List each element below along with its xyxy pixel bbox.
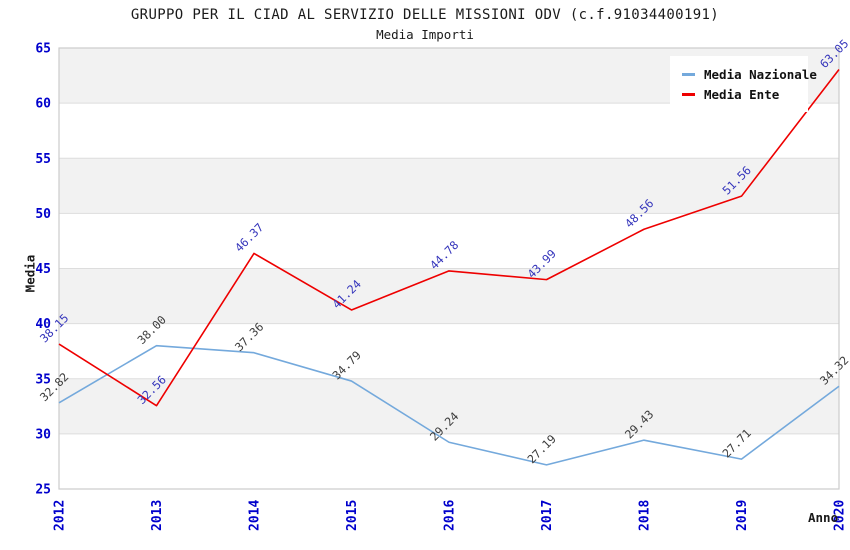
- svg-text:45: 45: [35, 262, 51, 277]
- svg-text:40: 40: [35, 317, 51, 332]
- x-axis-title: Anno: [808, 510, 839, 525]
- svg-text:2012: 2012: [53, 500, 68, 531]
- legend-item-media-nazionale[interactable]: Media Nazionale: [682, 64, 817, 84]
- chart-title: GRUPPO PER IL CIAD AL SERVIZIO DELLE MIS…: [130, 7, 720, 23]
- legend-swatch-media-nazionale: [682, 72, 695, 76]
- svg-text:27.19: 27.19: [524, 432, 558, 466]
- legend-label-media-ente: Media Ente: [704, 86, 780, 102]
- svg-text:35: 35: [35, 372, 51, 387]
- chart-subtitle: Media Importi: [376, 27, 474, 42]
- svg-text:65: 65: [35, 42, 51, 57]
- svg-text:44.78: 44.78: [427, 238, 461, 272]
- svg-text:2016: 2016: [443, 500, 458, 531]
- svg-text:46.37: 46.37: [232, 220, 266, 254]
- svg-text:60: 60: [35, 97, 51, 112]
- svg-text:2019: 2019: [735, 500, 750, 531]
- svg-text:34.79: 34.79: [329, 348, 363, 382]
- svg-text:2017: 2017: [540, 500, 555, 531]
- legend-item-media-ente[interactable]: Media Ente: [682, 84, 808, 104]
- y-axis-title: Media: [22, 254, 38, 293]
- svg-text:50: 50: [35, 207, 51, 222]
- svg-text:2014: 2014: [248, 500, 263, 531]
- svg-text:2020: 2020: [833, 500, 848, 531]
- svg-text:2013: 2013: [150, 500, 165, 531]
- svg-text:55: 55: [35, 152, 51, 167]
- legend-swatch-media-ente: [682, 92, 695, 96]
- svg-text:2015: 2015: [345, 500, 360, 531]
- legend: Media Nazionale Media Ente: [670, 56, 817, 112]
- svg-text:30: 30: [35, 427, 51, 442]
- svg-text:25: 25: [35, 483, 51, 498]
- legend-label-media-nazionale: Media Nazionale: [704, 66, 817, 82]
- svg-text:2018: 2018: [638, 500, 653, 531]
- svg-text:37.36: 37.36: [232, 320, 266, 354]
